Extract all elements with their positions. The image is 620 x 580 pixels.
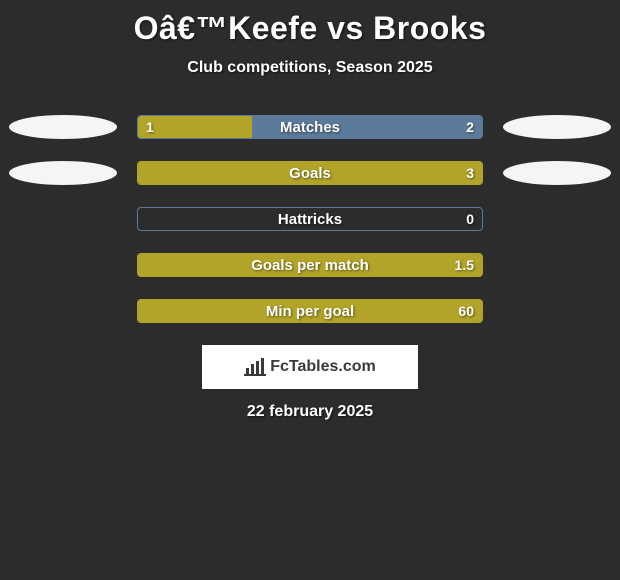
bar-value-right: 3 <box>466 162 474 184</box>
bar-label: Goals per match <box>138 254 482 276</box>
team-left-badge <box>9 115 117 139</box>
bar-value-right: 1.5 <box>455 254 474 276</box>
bar-value-right: 60 <box>458 300 474 322</box>
bar-track: Min per goal 60 <box>137 299 483 323</box>
subtitle: Club competitions, Season 2025 <box>0 59 620 77</box>
bar-label: Goals <box>138 162 482 184</box>
bar-track: 1 Matches 2 <box>137 115 483 139</box>
bar-track: Goals 3 <box>137 161 483 185</box>
team-right-badge <box>503 161 611 185</box>
bar-label: Min per goal <box>138 300 482 322</box>
bar-track: Goals per match 1.5 <box>137 253 483 277</box>
attribution-text: FcTables.com <box>270 358 376 376</box>
bar-value-right: 2 <box>466 116 474 138</box>
stat-row-min-per-goal: Min per goal 60 <box>0 299 620 323</box>
bar-chart-icon <box>244 358 266 376</box>
stat-row-goals-per-match: Goals per match 1.5 <box>0 253 620 277</box>
bar-track: Hattricks 0 <box>137 207 483 231</box>
team-left-badge <box>9 161 117 185</box>
bar-value-right: 0 <box>466 208 474 230</box>
stat-row-hattricks: Hattricks 0 <box>0 207 620 231</box>
date-line: 22 february 2025 <box>0 403 620 421</box>
comparison-chart: 1 Matches 2 Goals 3 Hattricks 0 <box>0 115 620 323</box>
team-right-badge <box>503 115 611 139</box>
stat-row-matches: 1 Matches 2 <box>0 115 620 139</box>
attribution-badge[interactable]: FcTables.com <box>202 345 418 389</box>
bar-label: Hattricks <box>138 208 482 230</box>
page-title: Oâ€™Keefe vs Brooks <box>0 0 620 47</box>
bar-label: Matches <box>138 116 482 138</box>
stat-row-goals: Goals 3 <box>0 161 620 185</box>
